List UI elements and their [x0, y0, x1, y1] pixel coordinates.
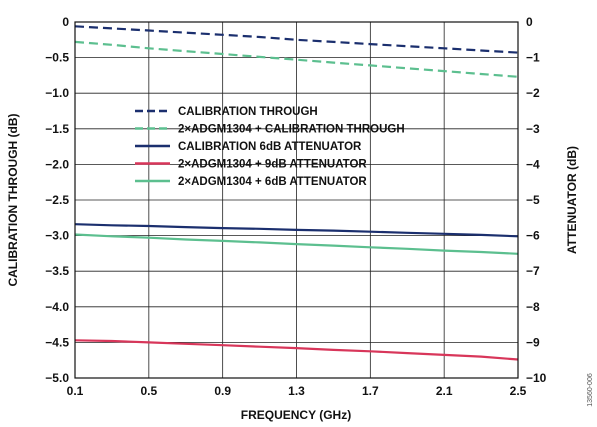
y-tick-label: −4.0: [45, 300, 69, 314]
y-tick-label: −4.5: [45, 335, 69, 349]
series-line-1: [74, 25, 519, 54]
x-tick-label: 1.7: [362, 384, 379, 398]
series-layer: [74, 25, 519, 361]
series-line-2: [74, 40, 519, 78]
y2-tick-label: −2: [526, 86, 540, 100]
legend: CALIBRATION THROUGH 2×ADGM1304 + CALIBRAT…: [135, 106, 405, 188]
y2-tick-label: −4: [526, 157, 540, 171]
y2-tick-label: −1: [526, 51, 540, 65]
y-tick-label: −2.5: [45, 193, 69, 207]
y-tick-label: −5.0: [45, 371, 69, 385]
y2-tick-label: 0: [526, 15, 533, 29]
y-tick-label: −0.5: [45, 51, 69, 65]
figure-id: 13560-006: [587, 373, 594, 407]
legend-label-2: 2×ADGM1304 + CALIBRATION THROUGH: [178, 124, 405, 136]
y2-tick-label: −3: [526, 122, 540, 136]
y-tick-label: −3.5: [45, 264, 69, 278]
y-tick-label: −1.5: [45, 122, 69, 136]
y2-tick-label: −10: [526, 371, 547, 385]
y2-axis-title: ATTENUATOR (dB): [565, 146, 579, 254]
plot-frame: [74, 21, 519, 379]
legend-label-3: CALIBRATION 6dB ATTENUATOR: [178, 141, 362, 153]
x-axis-title: FREQUENCY (GHz): [241, 408, 351, 422]
y2-tick-label: −9: [526, 335, 540, 349]
legend-label-1: CALIBRATION THROUGH: [178, 106, 318, 118]
series-line-5: [74, 233, 519, 255]
y-tick-label: −2.0: [45, 157, 69, 171]
y-axis-title: CALIBRATION THROUGH (dB): [6, 113, 20, 286]
x-tick-label: 0.1: [67, 384, 84, 398]
series-line-3: [74, 223, 519, 238]
y2-tick-label: −5: [526, 193, 540, 207]
y-tick-label: −3.0: [45, 229, 69, 243]
series-line-4: [74, 339, 519, 361]
left-axis-ticks: 0 −0.5 −1.0 −1.5 −2.0 −2.5 −3.0 −3.5 −4.0 −4.5 −5.…: [45, 15, 69, 385]
legend-label-4: 2×ADGM1304 + 9dB ATTENUATOR: [178, 159, 367, 171]
legend-label-5: 2×ADGM1304 + 6dB ATTENUATOR: [178, 176, 367, 188]
x-tick-label: 2.5: [510, 384, 527, 398]
grid: [74, 21, 519, 379]
right-axis-ticks: 0 −1 −2 −3 −4 −5 −6 −7 −8 −9 −10: [526, 15, 547, 385]
x-tick-label: 0.5: [140, 384, 157, 398]
x-tick-label: 0.9: [214, 384, 231, 398]
x-tick-label: 2.1: [436, 384, 453, 398]
y2-tick-label: −7: [526, 264, 540, 278]
y2-tick-label: −8: [526, 300, 540, 314]
y-tick-label: −1.0: [45, 86, 69, 100]
y-tick-label: 0: [62, 15, 69, 29]
y2-tick-label: −6: [526, 229, 540, 243]
x-axis-ticks: 0.1 0.5 0.9 1.3 1.7 2.1 2.5: [67, 384, 527, 398]
x-tick-label: 1.3: [288, 384, 305, 398]
